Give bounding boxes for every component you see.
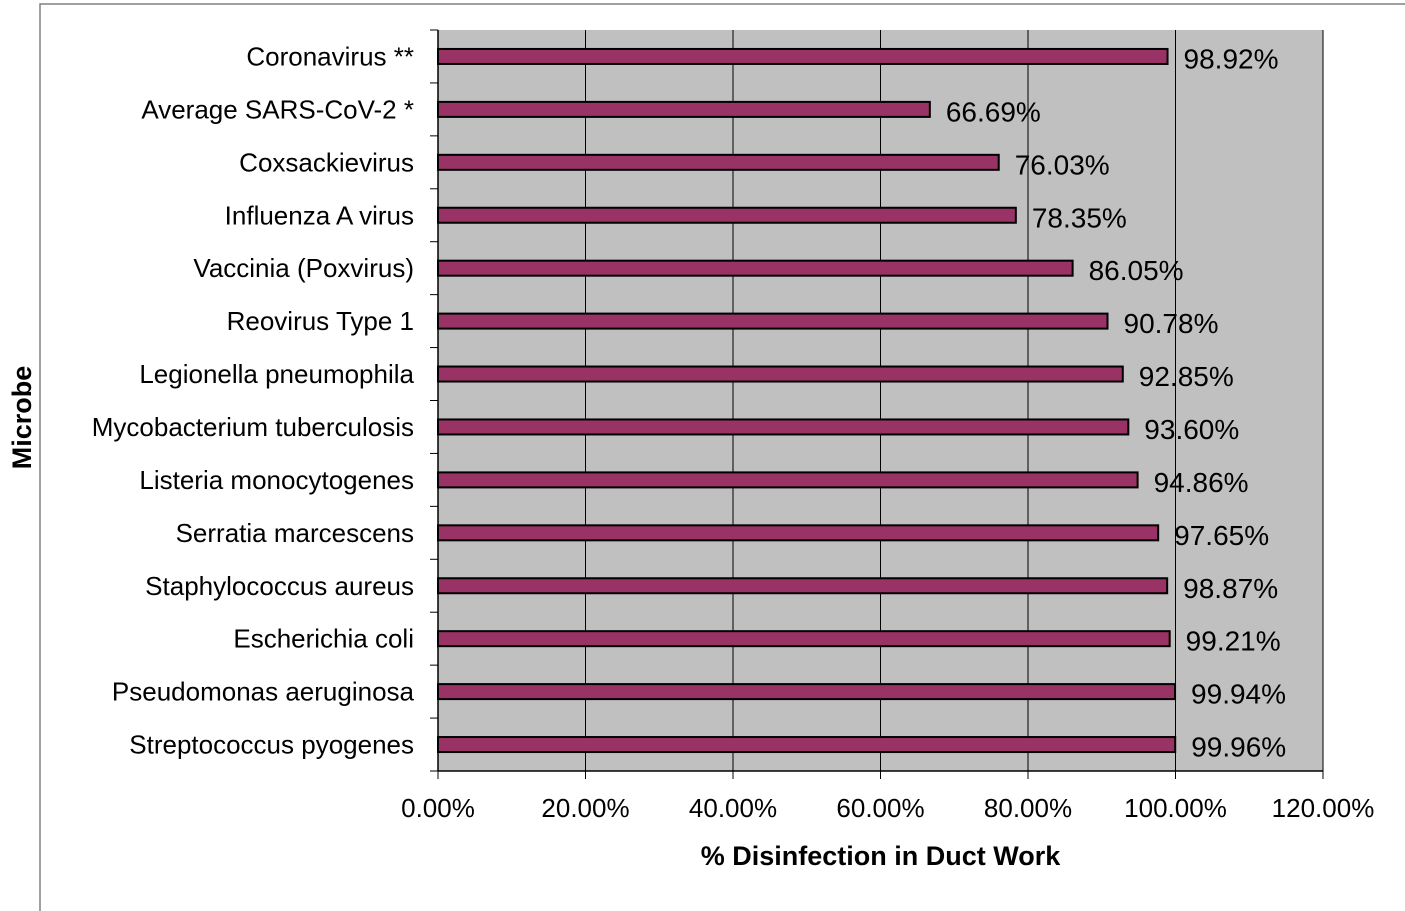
data-label: 92.85% xyxy=(1139,361,1234,392)
category-label: Influenza A virus xyxy=(225,200,414,230)
bar xyxy=(437,630,1171,648)
category-label: Reovirus Type 1 xyxy=(227,306,414,336)
x-tick-label: 120.00% xyxy=(1272,793,1375,823)
x-axis-title: % Disinfection in Duct Work xyxy=(701,841,1062,871)
x-tick-label: 40.00% xyxy=(689,793,777,823)
category-label: Pseudomonas aeruginosa xyxy=(112,677,415,707)
category-label: Vaccinia (Poxvirus) xyxy=(193,253,414,283)
category-label: Mycobacterium tuberculosis xyxy=(92,412,414,442)
category-label: Average SARS-CoV-2 * xyxy=(141,94,414,124)
data-label: 86.05% xyxy=(1089,255,1184,286)
bar xyxy=(437,365,1124,383)
bar xyxy=(437,736,1177,754)
bar xyxy=(437,524,1160,542)
category-label: Coxsackievirus xyxy=(239,147,414,177)
x-tick-label: 20.00% xyxy=(541,793,629,823)
y-axis-title: Microbe xyxy=(7,366,37,470)
data-label: 99.94% xyxy=(1191,679,1286,710)
data-label: 93.60% xyxy=(1144,414,1239,445)
bar xyxy=(437,259,1074,277)
data-label: 76.03% xyxy=(1015,149,1110,180)
axes xyxy=(430,29,1324,779)
category-label: Coronavirus ** xyxy=(246,41,414,71)
category-label: Serratia marcescens xyxy=(176,518,414,548)
x-tick-label: 80.00% xyxy=(984,793,1072,823)
data-label: 97.65% xyxy=(1174,520,1269,551)
category-label: Legionella pneumophila xyxy=(139,359,414,389)
data-label: 66.69% xyxy=(946,96,1041,127)
gridlines xyxy=(585,30,1324,771)
category-label: Escherichia coli xyxy=(233,624,414,654)
data-label: 90.78% xyxy=(1124,308,1219,339)
bar xyxy=(437,206,1017,224)
bar xyxy=(437,312,1109,330)
bar xyxy=(437,418,1130,436)
bar xyxy=(437,683,1177,701)
category-label: Streptococcus pyogenes xyxy=(129,730,414,760)
data-label: 78.35% xyxy=(1032,202,1127,233)
bar xyxy=(437,471,1139,489)
x-tick-label: 0.00% xyxy=(401,793,475,823)
bars xyxy=(437,47,1177,754)
bar xyxy=(437,153,1000,171)
labels: 0.00% 20.00% 40.00% 60.00% 80.00% 100.00% 120.… xyxy=(92,41,1375,823)
data-label: 98.92% xyxy=(1184,43,1279,74)
bar xyxy=(437,100,931,118)
category-label: Staphylococcus aureus xyxy=(145,571,414,601)
x-tick-label: 100.00% xyxy=(1124,793,1227,823)
bar xyxy=(437,47,1169,65)
bar xyxy=(437,577,1169,595)
x-tick-label: 60.00% xyxy=(836,793,924,823)
data-label: 99.96% xyxy=(1191,732,1286,763)
data-label: 98.87% xyxy=(1183,573,1278,604)
category-label: Listeria monocytogenes xyxy=(139,465,414,495)
data-label: 94.86% xyxy=(1154,467,1249,498)
data-label: 99.21% xyxy=(1186,626,1281,657)
